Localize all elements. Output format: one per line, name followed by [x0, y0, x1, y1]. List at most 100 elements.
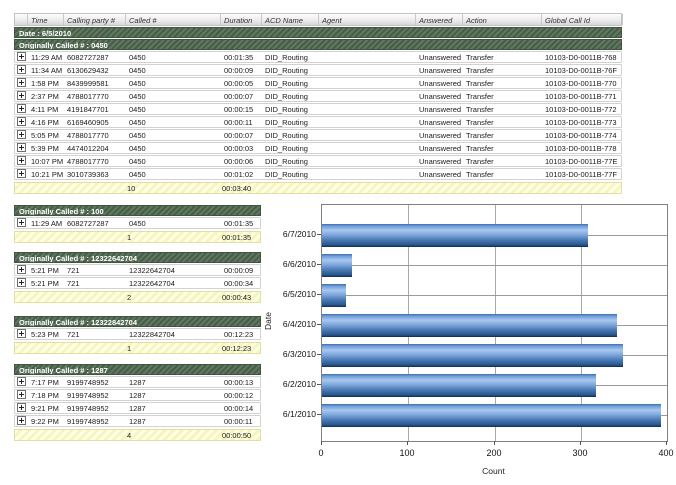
call-row: 10:07 PM 4788017770 0450 00:00:06 DID_Routin…	[14, 155, 622, 167]
expand-icon[interactable]	[17, 116, 26, 126]
cell-calling_party: 6130629432	[67, 65, 109, 75]
expand-icon[interactable]	[17, 90, 26, 100]
cell-duration: 00:00:07	[224, 91, 254, 101]
call-row: 5:23 PM 721 12322842704 00:12:23	[14, 328, 261, 340]
cell-action: Transfer	[466, 169, 494, 179]
cell-duration: 00:12:23	[224, 329, 254, 339]
column-header-duration[interactable]: Duration	[221, 14, 262, 25]
cell-answered: Unanswered	[419, 143, 462, 153]
summary-total-duration: 00:00:43	[222, 292, 252, 302]
column-header-global_call_id[interactable]: Global Call Id	[542, 14, 623, 25]
cell-called: 0450	[129, 78, 146, 88]
cell-duration: 00:00:05	[224, 78, 254, 88]
y-tick-mark	[317, 234, 321, 235]
expand-icon[interactable]	[17, 155, 26, 165]
expand-icon[interactable]	[17, 277, 26, 287]
column-header-action[interactable]: Action	[463, 14, 542, 25]
cell-duration: 00:00:12	[224, 390, 254, 400]
call-row: 7:18 PM 9199748952 1287 00:00:12	[14, 389, 261, 401]
column-header-answered[interactable]: Answered	[416, 14, 463, 25]
expand-icon[interactable]	[17, 77, 26, 87]
expand-icon[interactable]	[17, 51, 26, 61]
x-tick-label: 300	[572, 448, 588, 458]
call-row: 4:16 PM 6169460905 0450 00:00:11 DID_Routing…	[14, 116, 622, 128]
cell-answered: Unanswered	[419, 130, 462, 140]
expand-cell	[15, 64, 28, 76]
cell-called: 1287	[129, 403, 146, 413]
cell-answered: Unanswered	[419, 52, 462, 62]
cell-calling_party: 4474012204	[67, 143, 109, 153]
expand-icon[interactable]	[17, 103, 26, 113]
expand-icon[interactable]	[17, 129, 26, 139]
cell-time: 5:05 PM	[31, 130, 59, 140]
cell-calling_party: 9199748952	[67, 416, 109, 426]
column-header-expand[interactable]	[15, 14, 28, 25]
expand-cell	[15, 217, 28, 229]
expand-cell	[15, 328, 28, 340]
cell-duration: 00:01:35	[224, 52, 254, 62]
summary-call-count: 10	[127, 183, 136, 193]
cell-called: 0450	[129, 104, 146, 114]
group-summary-row: 1 00:01:35	[14, 231, 261, 243]
expand-icon[interactable]	[17, 415, 26, 425]
expand-cell	[15, 51, 28, 63]
cell-action: Transfer	[466, 52, 494, 62]
cell-called: 0450	[129, 52, 146, 62]
expand-icon[interactable]	[17, 168, 26, 178]
y-tick-mark	[317, 384, 321, 385]
expand-icon[interactable]	[17, 389, 26, 399]
chart-bar-6-7-2010	[322, 224, 588, 247]
cell-duration: 00:00:11	[224, 416, 253, 426]
calls-by-date-chart-plot	[321, 204, 668, 442]
cell-time: 1:58 PM	[31, 78, 59, 88]
cell-time: 5:39 PM	[31, 143, 59, 153]
summary-call-count: 2	[127, 292, 132, 302]
expand-icon[interactable]	[17, 402, 26, 412]
expand-cell	[15, 77, 28, 89]
cell-action: Transfer	[466, 104, 494, 114]
column-header-agent[interactable]: Agent	[319, 14, 416, 25]
call-table-group-100: Originally Called # : 100 11:29 AM 6082727…	[14, 205, 261, 243]
cell-called: 0450	[129, 117, 146, 127]
cell-calling_party: 9199748952	[67, 403, 109, 413]
cell-global_call_id: 10103-D0-0011B-770	[545, 78, 617, 88]
expand-icon[interactable]	[17, 376, 26, 386]
date-header-bar: Date : 6/5/2010	[14, 27, 622, 38]
expand-cell	[15, 415, 28, 427]
column-header-called[interactable]: Called #	[126, 14, 221, 25]
cell-acd_name: DID_Routing	[265, 78, 308, 88]
cell-time: 4:11 PM	[31, 104, 59, 114]
expand-cell	[15, 168, 28, 180]
expand-icon[interactable]	[17, 328, 26, 338]
x-tick-label: 400	[658, 448, 674, 458]
cell-duration: 00:00:06	[224, 156, 254, 166]
x-tick-label: 100	[399, 448, 415, 458]
call-row: 9:22 PM 9199748952 1287 00:00:11	[14, 415, 261, 427]
cell-calling_party: 4788017770	[67, 130, 109, 140]
column-header-calling_party[interactable]: Calling party #	[64, 14, 126, 25]
call-row: 9:21 PM 9199748952 1287 00:00:14	[14, 402, 261, 414]
cell-called: 1287	[129, 416, 146, 426]
group-summary-row: 4 00:00:50	[14, 429, 261, 441]
cell-calling_party: 3010739363	[67, 169, 109, 179]
column-header-time[interactable]: Time	[28, 14, 64, 25]
x-tick-mark	[407, 441, 408, 445]
cell-called: 0450	[129, 218, 146, 228]
chart-bar-6-1-2010	[322, 404, 661, 427]
expand-icon[interactable]	[17, 217, 26, 227]
cell-calling_party: 721	[67, 329, 80, 339]
summary-call-count: 1	[127, 343, 132, 353]
expand-icon[interactable]	[17, 264, 26, 274]
chart-y-axis-title: Date	[263, 312, 273, 330]
expand-icon[interactable]	[17, 64, 26, 74]
expand-icon[interactable]	[17, 142, 26, 152]
cell-action: Transfer	[466, 65, 494, 75]
x-tick-mark	[666, 441, 667, 445]
cell-called: 0450	[129, 143, 146, 153]
cell-calling_party: 4191847701	[67, 104, 109, 114]
cell-duration: 00:00:07	[224, 130, 254, 140]
column-header-acd_name[interactable]: ACD Name	[262, 14, 319, 25]
cell-calling_party: 9199748952	[67, 377, 109, 387]
cell-action: Transfer	[466, 91, 494, 101]
cell-action: Transfer	[466, 156, 494, 166]
